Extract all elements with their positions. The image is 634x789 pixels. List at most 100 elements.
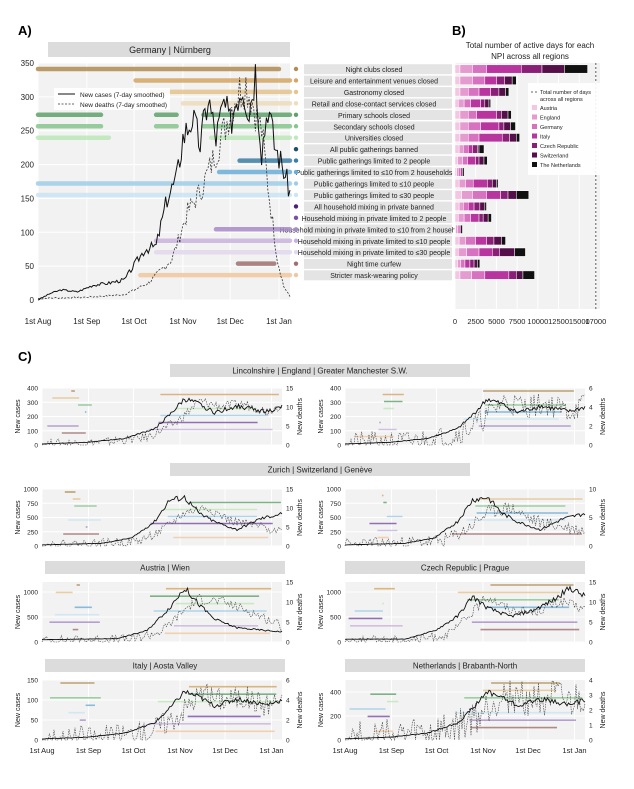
bar-segment bbox=[479, 201, 486, 211]
y-tick-deaths: 15 bbox=[286, 487, 294, 494]
bar-segment bbox=[484, 270, 510, 280]
bar-segment bbox=[457, 259, 462, 269]
bar-segment bbox=[459, 270, 472, 280]
y-tick-cases: 0 bbox=[34, 443, 38, 450]
y-tick-deaths: 5 bbox=[286, 525, 290, 532]
y-tick-cases: 300 bbox=[27, 400, 38, 407]
x-tick-label: 2500 bbox=[467, 317, 484, 326]
x-tick-label: 1st Nov bbox=[167, 746, 193, 755]
y-tick-cases: 0 bbox=[337, 544, 341, 551]
npi-dot bbox=[293, 250, 299, 255]
bar-segment bbox=[454, 190, 462, 200]
legend-cases-label: New cases (7-day smoothed) bbox=[80, 92, 165, 99]
y-tick-cases: 0 bbox=[34, 640, 38, 647]
bar-segment bbox=[463, 213, 471, 223]
bar-segment bbox=[454, 64, 461, 74]
y-tick-deaths: 4 bbox=[286, 698, 290, 705]
bar-segment bbox=[460, 259, 466, 269]
npi-dot bbox=[293, 169, 299, 175]
bar-segment bbox=[492, 247, 500, 257]
bar-segment bbox=[564, 64, 588, 74]
x-tick-label: 1st Aug bbox=[332, 746, 357, 755]
npi-label: Household mixing in private limited to 2… bbox=[302, 216, 447, 223]
x-tick-label: 0 bbox=[453, 317, 457, 326]
bar-segment bbox=[486, 190, 501, 200]
x-tick-label: 5000 bbox=[488, 317, 505, 326]
y-axis-title-deaths: New deaths bbox=[600, 691, 607, 728]
bar-segment bbox=[511, 76, 517, 85]
bar-segment bbox=[459, 133, 469, 143]
bar-segment bbox=[459, 87, 469, 97]
bar-segment bbox=[454, 213, 459, 223]
y-axis-title-cases: New cases bbox=[318, 399, 325, 434]
bar-segment bbox=[478, 133, 503, 143]
y-tick-deaths: 4 bbox=[589, 678, 593, 685]
bar-segment bbox=[501, 133, 510, 143]
y-tick-deaths: 5 bbox=[589, 515, 593, 522]
bar-segment bbox=[490, 87, 500, 97]
bar-segment bbox=[473, 201, 481, 211]
bar-segment bbox=[454, 133, 461, 143]
bar-segment bbox=[480, 121, 500, 131]
bar-segment bbox=[466, 247, 480, 257]
strip-england bbox=[170, 364, 470, 377]
legend-deaths-label: New deaths (7-day smoothed) bbox=[80, 102, 167, 109]
cases-line bbox=[41, 586, 283, 641]
y-tick-label: 50 bbox=[25, 262, 34, 271]
bar-segment bbox=[478, 87, 491, 97]
y-axis-title-cases: New cases bbox=[15, 500, 22, 535]
npi-label: Public gatherings limited to ≤30 people bbox=[314, 193, 434, 200]
npi-label-bg bbox=[304, 98, 452, 109]
y-axis-title-cases: New cases bbox=[15, 399, 22, 434]
npi-dot bbox=[293, 204, 299, 209]
npi-dot bbox=[293, 192, 299, 198]
bar-segment bbox=[487, 213, 492, 223]
deaths-line bbox=[41, 593, 283, 643]
x-tick-label: 1st Aug bbox=[29, 746, 54, 755]
bar-segment bbox=[464, 259, 471, 269]
npi-label-bg bbox=[304, 155, 452, 166]
npi-dot bbox=[293, 66, 299, 72]
y-tick-cases: 0 bbox=[34, 544, 38, 551]
x-tick-label: 1st Oct bbox=[121, 317, 147, 326]
deaths-line bbox=[37, 77, 291, 300]
y-tick-cases: 400 bbox=[27, 386, 38, 393]
bar-segment bbox=[458, 213, 465, 223]
bar-segment bbox=[507, 110, 512, 120]
bar-segment bbox=[516, 270, 524, 280]
panel-label-c: C) bbox=[18, 349, 32, 364]
bar-segment bbox=[486, 236, 495, 246]
y-tick-cases: 200 bbox=[330, 414, 341, 421]
npi-dot bbox=[293, 158, 299, 163]
bar-segment bbox=[514, 247, 526, 257]
y-tick-deaths: 6 bbox=[286, 678, 290, 685]
y-axis-title-deaths: New deaths bbox=[600, 398, 607, 435]
y-axis-title-deaths: New deaths bbox=[297, 593, 304, 630]
bar-segment bbox=[463, 201, 469, 211]
bar-segment bbox=[480, 98, 486, 108]
bar-segment bbox=[472, 190, 487, 200]
bar-segment bbox=[496, 179, 499, 188]
y-axis-title-cases: New cases bbox=[15, 692, 22, 727]
npi-label-bg bbox=[304, 121, 452, 132]
bar-segment bbox=[484, 201, 487, 211]
bar-segment bbox=[472, 179, 488, 188]
npi-dot bbox=[293, 227, 299, 232]
y-axis-title-cases: New cases bbox=[318, 594, 325, 629]
npi-label: Public gatherings limited to ≤10 from 2 … bbox=[296, 170, 453, 177]
y-tick-cases: 500 bbox=[330, 615, 341, 622]
deaths-line bbox=[345, 393, 586, 446]
bar-segment bbox=[475, 156, 480, 166]
npi-dot bbox=[293, 112, 299, 118]
y-tick-deaths: 0 bbox=[286, 738, 290, 745]
npi-dot bbox=[293, 78, 299, 83]
y-tick-label: 300 bbox=[21, 93, 35, 102]
bar-segment bbox=[505, 87, 510, 97]
legend-swatch bbox=[532, 105, 537, 110]
bar-segment bbox=[468, 201, 475, 211]
subplot-bg bbox=[42, 680, 282, 740]
bar-segment bbox=[457, 156, 463, 166]
npi-dot bbox=[293, 261, 299, 266]
x-tick-label: 7500 bbox=[509, 317, 526, 326]
y-tick-cases: 500 bbox=[27, 615, 38, 622]
